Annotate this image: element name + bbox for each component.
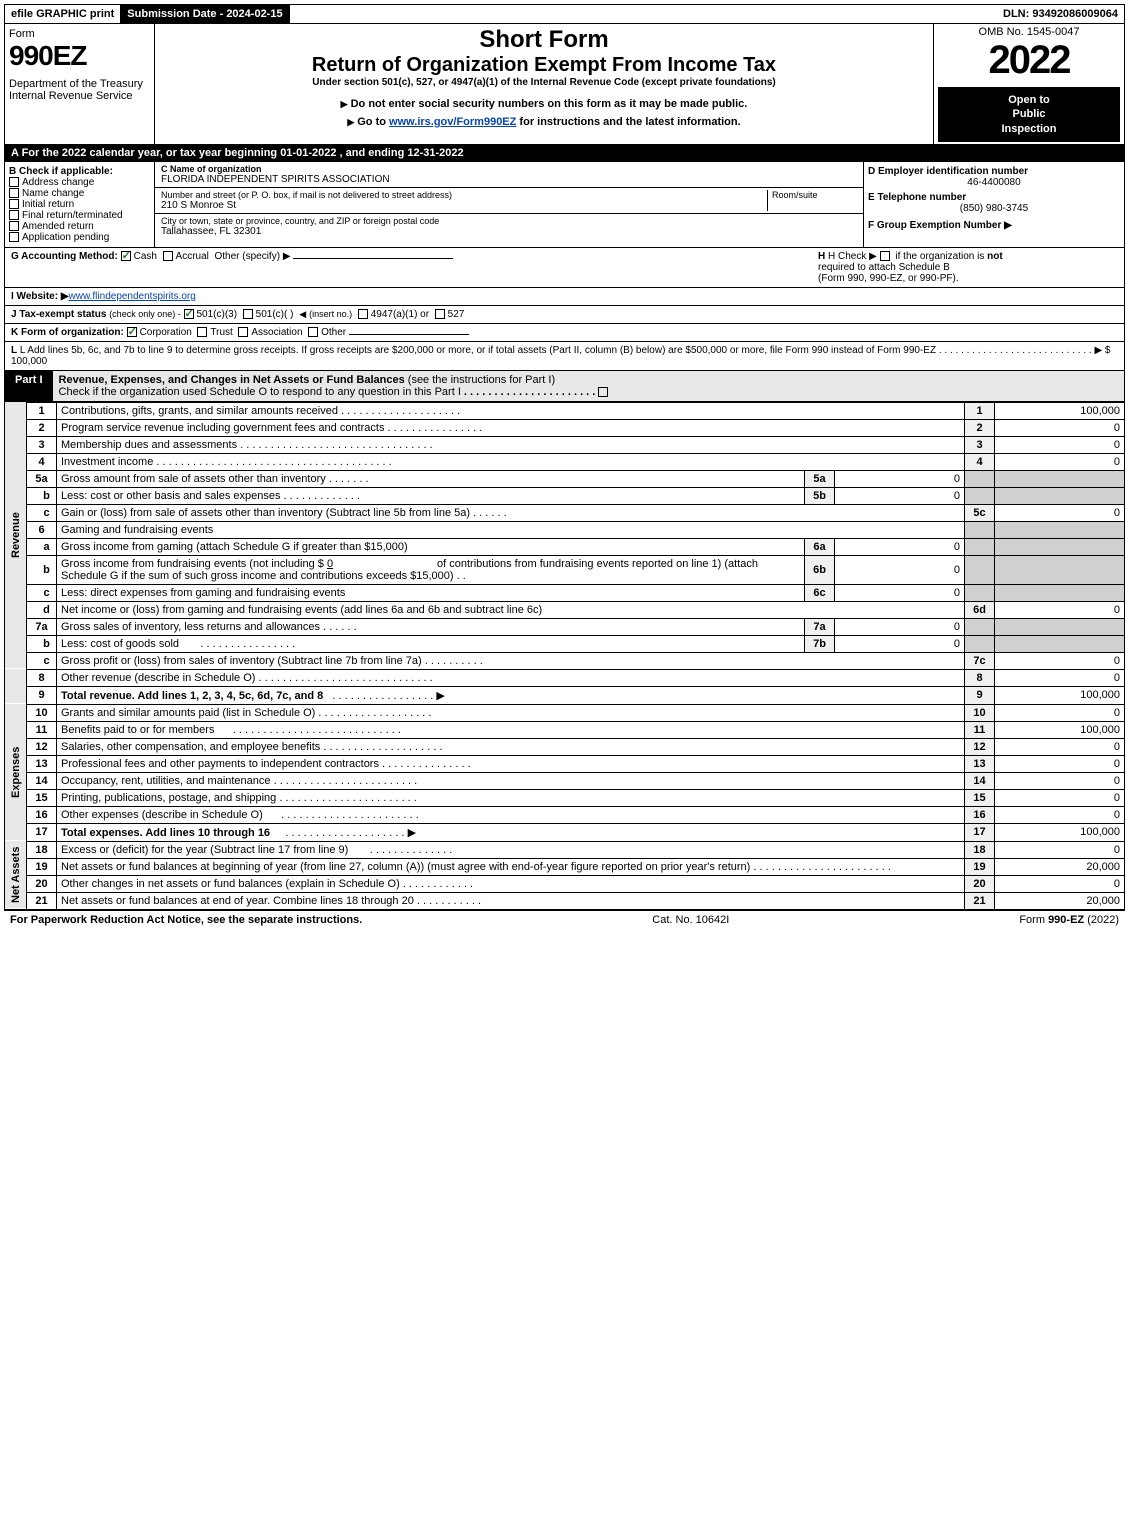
- line8-value: 0: [995, 669, 1125, 686]
- checkbox-amended-return[interactable]: [9, 221, 19, 231]
- efile-print-link[interactable]: efile GRAPHIC print: [5, 5, 121, 23]
- checkbox-application-pending[interactable]: [9, 232, 19, 242]
- side-label-revenue: Revenue: [5, 402, 27, 669]
- line7c-value: 0: [995, 652, 1125, 669]
- line5c-value: 0: [995, 504, 1125, 521]
- checkbox-cash[interactable]: [121, 251, 131, 261]
- omb-number: OMB No. 1545-0047: [938, 26, 1120, 38]
- col-def: D Employer identification number 46-4400…: [864, 162, 1124, 247]
- line7a-value: 0: [835, 618, 965, 635]
- line2-value: 0: [995, 419, 1125, 436]
- line18-value: 0: [995, 841, 1125, 858]
- line6c-value: 0: [835, 584, 965, 601]
- col-c-org-info: C Name of organization FLORIDA INDEPENDE…: [155, 162, 864, 247]
- line10-value: 0: [995, 704, 1125, 721]
- line15-value: 0: [995, 789, 1125, 806]
- line16-value: 0: [995, 806, 1125, 823]
- page-footer: For Paperwork Reduction Act Notice, see …: [4, 910, 1125, 929]
- irs-form-link[interactable]: www.irs.gov/Form990EZ: [389, 116, 516, 128]
- line4-value: 0: [995, 453, 1125, 470]
- website-link[interactable]: www.flindependentspirits.org: [69, 291, 196, 302]
- line5a-value: 0: [835, 470, 965, 487]
- row-k-form-org: K Form of organization: Corporation Trus…: [4, 324, 1125, 342]
- line6a-value: 0: [835, 538, 965, 555]
- line6d-value: 0: [995, 601, 1125, 618]
- side-label-expenses: Expenses: [5, 704, 27, 841]
- irs-label: Internal Revenue Service: [9, 90, 150, 102]
- checkbox-527[interactable]: [435, 309, 445, 319]
- checkbox-trust[interactable]: [197, 327, 207, 337]
- checkbox-part1-schedule-o[interactable]: [598, 387, 608, 397]
- line3-value: 0: [995, 436, 1125, 453]
- subtitle: Under section 501(c), 527, or 4947(a)(1)…: [159, 77, 929, 88]
- row-gh: G Accounting Method: Cash Accrual Other …: [4, 248, 1125, 288]
- line9-value: 100,000: [995, 686, 1125, 704]
- form-word: Form: [9, 28, 150, 40]
- checkbox-address-change[interactable]: [9, 177, 19, 187]
- line19-value: 20,000: [995, 858, 1125, 875]
- submission-date: Submission Date - 2024-02-15: [121, 5, 289, 23]
- dept-treasury: Department of the Treasury: [9, 78, 150, 90]
- part1-lines-table: Revenue 1Contributions, gifts, grants, a…: [4, 402, 1125, 910]
- goto-note: Go to www.irs.gov/Form990EZ for instruct…: [159, 116, 929, 128]
- top-bar: efile GRAPHIC print Submission Date - 20…: [4, 4, 1125, 24]
- line21-value: 20,000: [995, 892, 1125, 909]
- section-bcdef: B Check if applicable: Address change Na…: [4, 162, 1125, 248]
- room-suite-label: Room/suite: [767, 190, 857, 211]
- side-label-net-assets: Net Assets: [5, 841, 27, 909]
- part1-header: Part I Revenue, Expenses, and Changes in…: [4, 371, 1125, 402]
- org-city: Tallahassee, FL 32301: [161, 226, 857, 237]
- row-a-tax-year: A For the 2022 calendar year, or tax yea…: [4, 145, 1125, 162]
- row-i-website: I Website: ▶www.flindependentspirits.org: [4, 288, 1125, 306]
- return-title: Return of Organization Exempt From Incom…: [159, 54, 929, 77]
- checkbox-other-org[interactable]: [308, 327, 318, 337]
- tax-year: 2022: [938, 38, 1120, 83]
- group-exemption-label: F Group Exemption Number ▶: [868, 220, 1120, 231]
- gross-receipts-amount: 100,000: [11, 356, 47, 367]
- row-j-tax-exempt: J Tax-exempt status (check only one) - 5…: [4, 306, 1125, 324]
- line5b-value: 0: [835, 487, 965, 504]
- ein-value: 46-4400080: [868, 177, 1120, 188]
- checkbox-corporation[interactable]: [127, 327, 137, 337]
- checkbox-accrual[interactable]: [163, 251, 173, 261]
- checkbox-initial-return[interactable]: [9, 199, 19, 209]
- line14-value: 0: [995, 772, 1125, 789]
- line20-value: 0: [995, 875, 1125, 892]
- row-l-gross-receipts: L L Add lines 5b, 6c, and 7b to line 9 t…: [4, 342, 1125, 371]
- dln: DLN: 93492086009064: [997, 5, 1124, 23]
- ssn-note: Do not enter social security numbers on …: [159, 98, 929, 110]
- line6b-value: 0: [835, 555, 965, 584]
- checkbox-501c3[interactable]: [184, 309, 194, 319]
- line13-value: 0: [995, 755, 1125, 772]
- checkbox-h[interactable]: [880, 251, 890, 261]
- form-header: Form 990EZ Department of the Treasury In…: [4, 24, 1125, 145]
- col-b-checkboxes: B Check if applicable: Address change Na…: [5, 162, 155, 247]
- checkbox-association[interactable]: [238, 327, 248, 337]
- checkbox-name-change[interactable]: [9, 188, 19, 198]
- checkbox-final-return[interactable]: [9, 210, 19, 220]
- line1-value: 100,000: [995, 402, 1125, 419]
- org-street: 210 S Monroe St: [161, 200, 767, 211]
- checkbox-501c[interactable]: [243, 309, 253, 319]
- line12-value: 0: [995, 738, 1125, 755]
- form-number: 990EZ: [9, 40, 150, 72]
- short-form-title: Short Form: [159, 26, 929, 54]
- org-name: FLORIDA INDEPENDENT SPIRITS ASSOCIATION: [161, 174, 857, 185]
- open-to-public-box: Open toPublicInspection: [938, 87, 1120, 142]
- line11-value: 100,000: [995, 721, 1125, 738]
- phone-value: (850) 980-3745: [868, 203, 1120, 214]
- cat-number: Cat. No. 10642I: [652, 914, 729, 926]
- line17-value: 100,000: [995, 823, 1125, 841]
- line7b-value: 0: [835, 635, 965, 652]
- checkbox-4947[interactable]: [358, 309, 368, 319]
